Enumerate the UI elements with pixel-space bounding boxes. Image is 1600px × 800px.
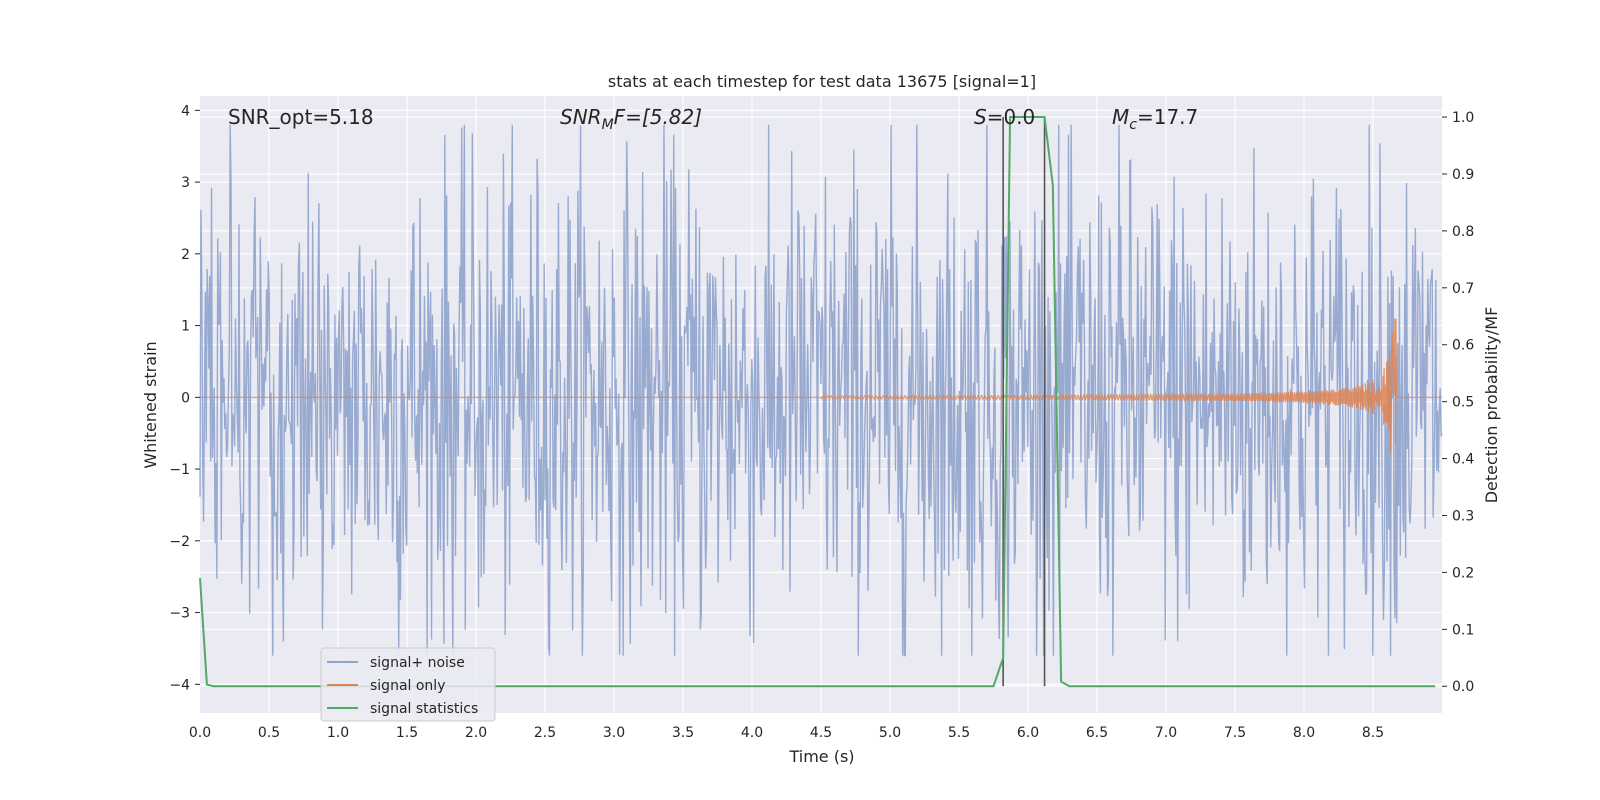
x-tick-label: 4.5	[810, 725, 832, 741]
y-axis-right-label: Detection probability/MF	[1482, 307, 1501, 504]
y-left-tick-label: −2	[169, 534, 190, 550]
x-tick-label: 7.0	[1155, 725, 1177, 741]
x-tick-label: 3.5	[672, 725, 694, 741]
y-left-tick-label: 3	[181, 175, 190, 191]
annotation-snr-mf-base: SNR	[560, 105, 602, 129]
x-tick-label: 7.5	[1224, 725, 1246, 741]
signal-only-series	[200, 318, 1442, 453]
y-right-tick-label: 0.8	[1452, 224, 1474, 240]
y-left-tick-label: 2	[181, 247, 190, 263]
annotation-mc: Mc=17.7	[1112, 105, 1198, 133]
signal-statistics-series	[199, 116, 1436, 688]
y-left-tick-label: −1	[169, 462, 190, 478]
y-right-tick-label: 0.9	[1452, 167, 1474, 183]
x-tick-label: 6.0	[1017, 725, 1039, 741]
y-right-tick-label: 1.0	[1452, 110, 1474, 126]
y-right-tick-label: 0.3	[1452, 508, 1474, 524]
x-tick-label: 1.5	[396, 725, 418, 741]
annotation-snr-mf-sub: M	[602, 117, 614, 133]
x-axis-ticks: 0.0 0.5 1.0 1.5 2.0 2.5 3.0 3.5 4.0 4.5 5.0 5.5 6.0 6…	[189, 725, 1384, 741]
annotation-mc-value: =17.7	[1137, 105, 1198, 129]
y-left-tick-label: −3	[169, 606, 190, 622]
y-right-tick-label: 0.5	[1452, 395, 1474, 411]
legend-box	[320, 647, 496, 722]
x-tick-label: 1.0	[327, 725, 349, 741]
x-tick-label: 5.0	[879, 725, 901, 741]
annotation-mc-var: M	[1112, 105, 1129, 129]
y-right-tick-label: 0.7	[1452, 281, 1474, 297]
x-tick-label: 3.0	[603, 725, 625, 741]
y-left-tick-label: −4	[169, 677, 190, 693]
y-right-tick-label: 0.1	[1452, 622, 1474, 638]
x-tick-label: 8.5	[1362, 725, 1384, 741]
legend-label-signal-statistics: signal statistics	[370, 701, 478, 717]
x-tick-label: 0.0	[189, 725, 211, 741]
legend: signal+ noise signal only signal statist…	[320, 647, 496, 722]
x-tick-label: 6.5	[1086, 725, 1108, 741]
signal-noise-series	[199, 124, 1443, 657]
annotation-mc-sub: c	[1129, 117, 1137, 133]
y-axis-left-label: Whitened strain	[141, 341, 160, 468]
y-right-tick-label: 0.6	[1452, 338, 1474, 354]
y-right-tick-label: 0.4	[1452, 452, 1474, 468]
x-tick-label: 2.0	[465, 725, 487, 741]
signal-only-line	[200, 318, 1442, 453]
x-tick-label: 0.5	[258, 725, 280, 741]
annotation-snr-mf-tail-var: F=[5.82]	[614, 105, 702, 129]
signal-noise-line	[199, 124, 1443, 657]
y-left-tick-label: 4	[181, 103, 190, 119]
signal-statistics-line	[199, 116, 1436, 688]
annotation-snr-mf: SNRMF=[5.82]	[560, 105, 702, 133]
x-tick-label: 2.5	[534, 725, 556, 741]
x-axis-label: Time (s)	[788, 747, 854, 766]
x-tick-label: 8.0	[1293, 725, 1315, 741]
legend-label-signal-only: signal only	[370, 678, 445, 694]
x-tick-label: 5.5	[948, 725, 970, 741]
y-left-tick-label: 1	[181, 319, 190, 335]
y-left-tick-label: 0	[181, 390, 190, 406]
y-axis-right-ticks: 1.0 0.9 0.8 0.7 0.6 0.5 0.4 0.3 0.2 0.1 0.0	[1442, 110, 1474, 695]
annotation-s-value: =0.0	[987, 105, 1036, 129]
y-right-tick-label: 0.2	[1452, 565, 1474, 581]
y-right-tick-label: 0.0	[1452, 679, 1474, 695]
x-tick-label: 4.0	[741, 725, 763, 741]
annotation-s-var: S	[974, 105, 987, 129]
annotation-s: S=0.0	[974, 105, 1035, 129]
y-axis-left-ticks: 4 3 2 1 0 −1 −2 −3 −4	[169, 103, 200, 693]
annotation-snr-opt: SNR_opt=5.18	[228, 105, 374, 129]
plot-title: stats at each timestep for test data 136…	[608, 72, 1036, 91]
legend-label-signal-noise: signal+ noise	[370, 655, 465, 671]
